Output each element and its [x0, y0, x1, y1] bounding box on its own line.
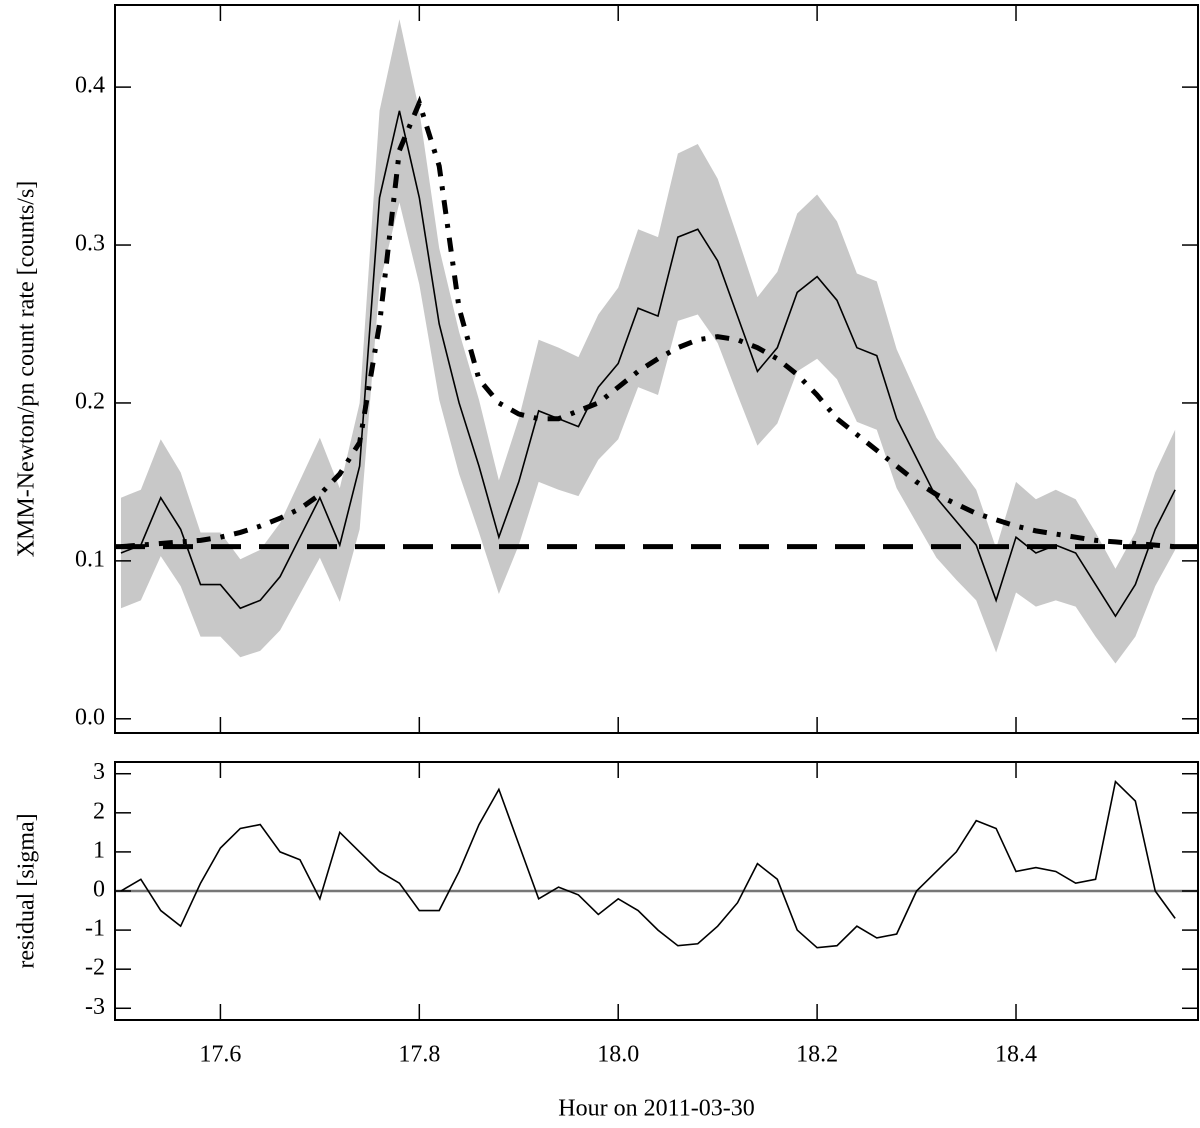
y-tick-label: -2 [85, 955, 105, 981]
y-tick-label: 0.1 [75, 546, 105, 572]
y-tick-label: -1 [85, 916, 105, 942]
y-tick-label: 2 [93, 798, 105, 824]
data-line [120, 110, 1176, 618]
y-tick-label: 0.3 [75, 231, 105, 257]
y-axis-label: XMM-Newton/pn count rate [counts/s] [14, 181, 40, 558]
y-axis-label: residual [sigma] [14, 813, 40, 968]
x-tick-label: 18.4 [995, 1042, 1037, 1068]
x-tick-label: 18.2 [796, 1042, 838, 1068]
data-line [120, 779, 1176, 949]
y-tick-label: 0.2 [75, 388, 105, 414]
x-tick-label: 17.6 [199, 1042, 241, 1068]
y-tick-label: 3 [93, 759, 105, 785]
plot-frame [114, 4, 1199, 734]
y-tick-label: 0.0 [75, 704, 105, 730]
data-line [120, 95, 1176, 550]
y-tick-label: 0 [93, 877, 105, 903]
x-tick-label: 18.0 [597, 1042, 639, 1068]
y-tick-label: 1 [93, 837, 105, 863]
y-tick-label: 0.4 [75, 73, 105, 99]
error-band [120, 19, 1176, 664]
y-tick-label: -3 [85, 994, 105, 1020]
x-axis-label: Hour on 2011-03-30 [558, 1096, 754, 1122]
x-tick-label: 17.8 [398, 1042, 440, 1068]
